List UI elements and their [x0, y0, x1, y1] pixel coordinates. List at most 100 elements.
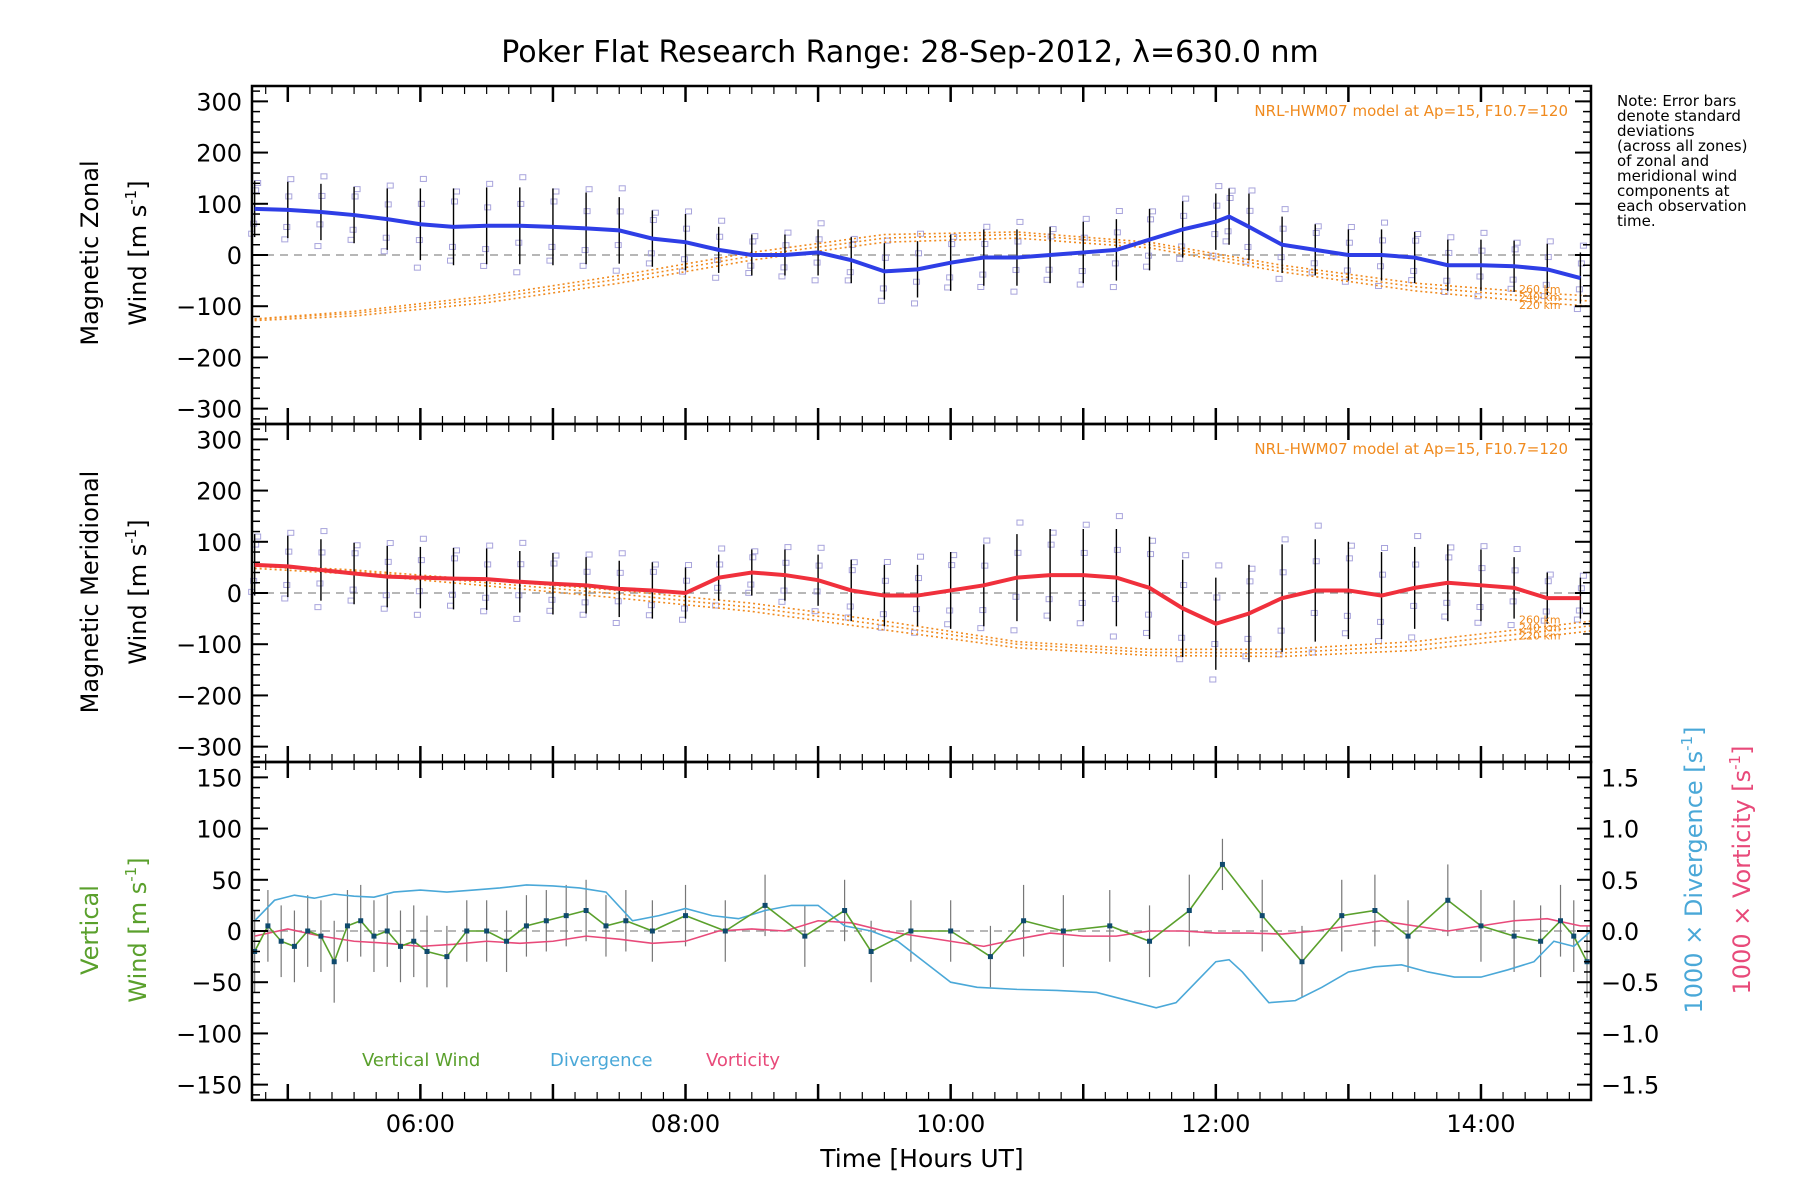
zone-sample-marker — [1111, 596, 1119, 603]
zone-sample-marker — [252, 541, 260, 548]
zone-sample-marker — [1078, 599, 1086, 606]
vertical-wind-point — [318, 933, 324, 939]
zone-sample-marker — [616, 208, 624, 215]
vertical-wind-point — [1511, 933, 1517, 939]
zone-sample-marker — [1474, 619, 1482, 626]
zone-sample-marker — [1575, 607, 1583, 614]
zone-sample-marker — [287, 176, 295, 183]
vertical-wind-point — [1445, 897, 1451, 903]
zone-sample-marker — [1226, 195, 1234, 202]
zone-sample-marker — [679, 268, 687, 275]
altitude-label: 260 km — [1519, 283, 1561, 296]
legend-vorticity: Vorticity — [706, 1050, 780, 1071]
zone-sample-marker — [1540, 293, 1548, 300]
zone-sample-marker — [813, 588, 821, 595]
zone-sample-marker — [645, 260, 653, 267]
vertical-wind-point — [291, 943, 297, 949]
zone-sample-marker — [614, 242, 622, 249]
zone-sample-marker — [747, 262, 755, 269]
zone-sample-marker — [651, 209, 659, 216]
zone-sample-marker — [1509, 598, 1517, 605]
model-curve-260-km — [254, 231, 1592, 320]
altitude-label: 220 km — [1519, 299, 1561, 312]
zone-sample-marker — [349, 586, 357, 593]
zone-sample-marker — [583, 208, 591, 215]
vertical-wind-point — [762, 902, 768, 908]
zone-sample-marker — [349, 226, 357, 233]
zone-sample-marker — [780, 264, 788, 271]
zone-sample-marker — [881, 577, 889, 584]
zone-sample-marker — [550, 560, 558, 567]
legend-vertical-wind: Vertical Wind — [362, 1050, 480, 1071]
zone-sample-marker — [778, 273, 786, 280]
zone-sample-marker — [1078, 268, 1086, 275]
zone-sample-marker — [1275, 275, 1283, 282]
zone-sample-marker — [883, 558, 891, 565]
y-tick-label: −100 — [176, 631, 242, 659]
zone-sample-marker — [1012, 266, 1020, 273]
zone-sample-marker — [1310, 609, 1318, 616]
vertical-wind-point — [802, 933, 808, 939]
y-tick-label: 300 — [196, 426, 242, 454]
zone-sample-marker — [353, 186, 361, 193]
zone-sample-marker — [780, 587, 788, 594]
zone-sample-marker — [380, 605, 388, 612]
zone-sample-marker — [917, 553, 925, 560]
zone-sample-marker — [981, 562, 989, 569]
zone-sample-marker — [517, 561, 525, 568]
zone-sample-marker — [647, 250, 655, 257]
zone-sample-marker — [716, 233, 724, 240]
zone-sample-marker — [1047, 541, 1055, 548]
zone-sample-marker — [382, 234, 390, 241]
zone-sample-marker — [649, 217, 657, 224]
zone-sample-marker — [1410, 267, 1418, 274]
zone-sample-marker — [1408, 634, 1416, 641]
vertical-panel-legend: Vertical Wind Divergence Vorticity — [362, 1050, 780, 1071]
zone-sample-marker — [1115, 208, 1123, 215]
vertical-wind-point — [384, 928, 390, 934]
zone-sample-marker — [1143, 263, 1151, 270]
zone-sample-marker — [1143, 629, 1151, 636]
zone-sample-marker — [1443, 599, 1451, 606]
zone-sample-marker — [612, 619, 620, 626]
zone-sample-marker — [1049, 226, 1057, 233]
zone-sample-marker — [1277, 627, 1285, 634]
zone-sample-marker — [1222, 238, 1230, 245]
zone-sample-marker — [1513, 239, 1521, 246]
zone-sample-marker — [1180, 582, 1188, 589]
vertical-wind-point — [278, 938, 284, 944]
zone-sample-marker — [447, 602, 455, 609]
model-curve-220-km — [254, 567, 1592, 658]
zone-sample-marker — [877, 297, 885, 304]
y-tick-label: 0 — [227, 580, 242, 608]
zone-sample-marker — [751, 233, 759, 240]
vertical-wind-point — [868, 948, 874, 954]
zone-sample-marker — [1215, 562, 1223, 569]
y-tick-label: 150 — [196, 764, 242, 792]
zone-sample-marker — [314, 604, 322, 611]
meridional-ylabel-line2: Wind [m s-1] — [122, 519, 152, 664]
zonal-mean-line — [254, 206, 1581, 280]
note-line: Note: Error bars — [1617, 92, 1737, 110]
zone-sample-marker — [320, 173, 328, 180]
zone-sample-marker — [1047, 233, 1055, 240]
note-line: denote standard — [1617, 107, 1741, 125]
zone-sample-marker — [685, 562, 693, 569]
zone-sample-marker — [417, 200, 425, 207]
zone-sample-marker — [716, 561, 724, 568]
zone-sample-marker — [386, 540, 394, 547]
y-tick-label: 0 — [227, 918, 242, 946]
zone-sample-marker — [751, 548, 759, 555]
y-tick-label: −200 — [176, 682, 242, 710]
zone-sample-marker — [1147, 216, 1155, 223]
zone-sample-marker — [316, 580, 324, 587]
zone-sample-marker — [1275, 651, 1283, 658]
zone-sample-marker — [484, 204, 492, 211]
y2-tick-label: 0.5 — [1601, 867, 1639, 895]
zone-sample-marker — [386, 182, 394, 189]
zone-sample-marker — [1082, 521, 1090, 528]
zone-sample-marker — [1476, 273, 1484, 280]
x-tick-label: 12:00 — [1181, 1110, 1250, 1138]
y-tick-label: 100 — [196, 191, 242, 219]
zone-sample-marker — [1381, 219, 1389, 226]
